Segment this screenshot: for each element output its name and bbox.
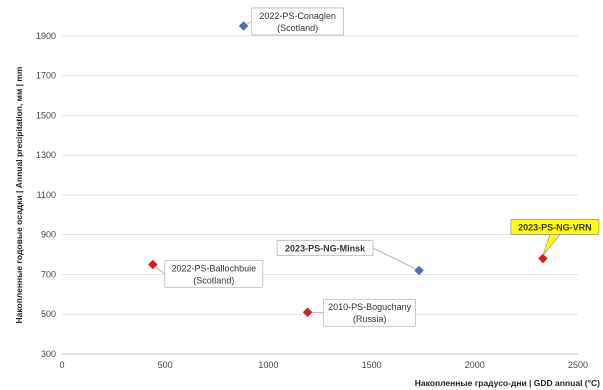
data-point [537, 253, 549, 264]
data-point [238, 20, 249, 32]
callout-box [510, 219, 600, 235]
y-tick-label: 900 [41, 230, 56, 240]
point-label: (Scotland) [277, 23, 318, 33]
point-label: (Russia) [353, 314, 387, 324]
data-point [147, 259, 159, 270]
point-label: 2023-PS-NG-VRN [518, 223, 592, 233]
y-axis-title: Накопленные годовые осадки | Annual prec… [14, 66, 24, 323]
axes: 300 500 700 900 1100 1300 1500 1700 1900 0 500 1000… [36, 31, 588, 370]
point-label: 2023-PS-NG-Minsk [285, 243, 366, 253]
callout-box [251, 7, 345, 36]
callout-leader [372, 247, 420, 271]
point-label: 2022-PS-Conaglen [259, 11, 336, 21]
callout-pointer [542, 234, 561, 256]
x-tick-label: 1500 [362, 360, 382, 370]
callout-box [164, 260, 264, 288]
gridlines [62, 35, 578, 355]
x-tick-label: 1000 [258, 360, 278, 370]
y-tick-label: 1500 [36, 110, 56, 120]
point-label: 2022-PS-Ballochbuie [172, 264, 257, 274]
callout-box [323, 298, 417, 327]
y-tick-label: 1700 [36, 71, 56, 81]
point-label: (Scotland) [193, 276, 234, 286]
x-tick-label: 2500 [568, 360, 588, 370]
y-tick-label: 1300 [36, 150, 56, 160]
data-point [413, 265, 425, 276]
y-tick-label: 500 [41, 309, 56, 319]
y-tick-label: 700 [41, 269, 56, 279]
x-tick-label: 2000 [465, 360, 485, 370]
y-tick-label: 1900 [36, 31, 56, 41]
point-label: 2010-PS-Boguchany [328, 302, 412, 312]
x-tick-label: 0 [59, 360, 64, 370]
data-point [302, 306, 313, 318]
y-tick-label: 300 [41, 349, 56, 359]
x-tick-label: 500 [158, 360, 173, 370]
callout-box [276, 240, 374, 256]
callouts: 2022-PS-Conaglen (Scotland) 2022-PS-Balloc… [164, 7, 600, 327]
data-points [147, 20, 549, 318]
y-tick-label: 1100 [37, 190, 56, 200]
x-axis-title: Накопленные градусо-дни | GDD annual (°C… [415, 378, 600, 388]
